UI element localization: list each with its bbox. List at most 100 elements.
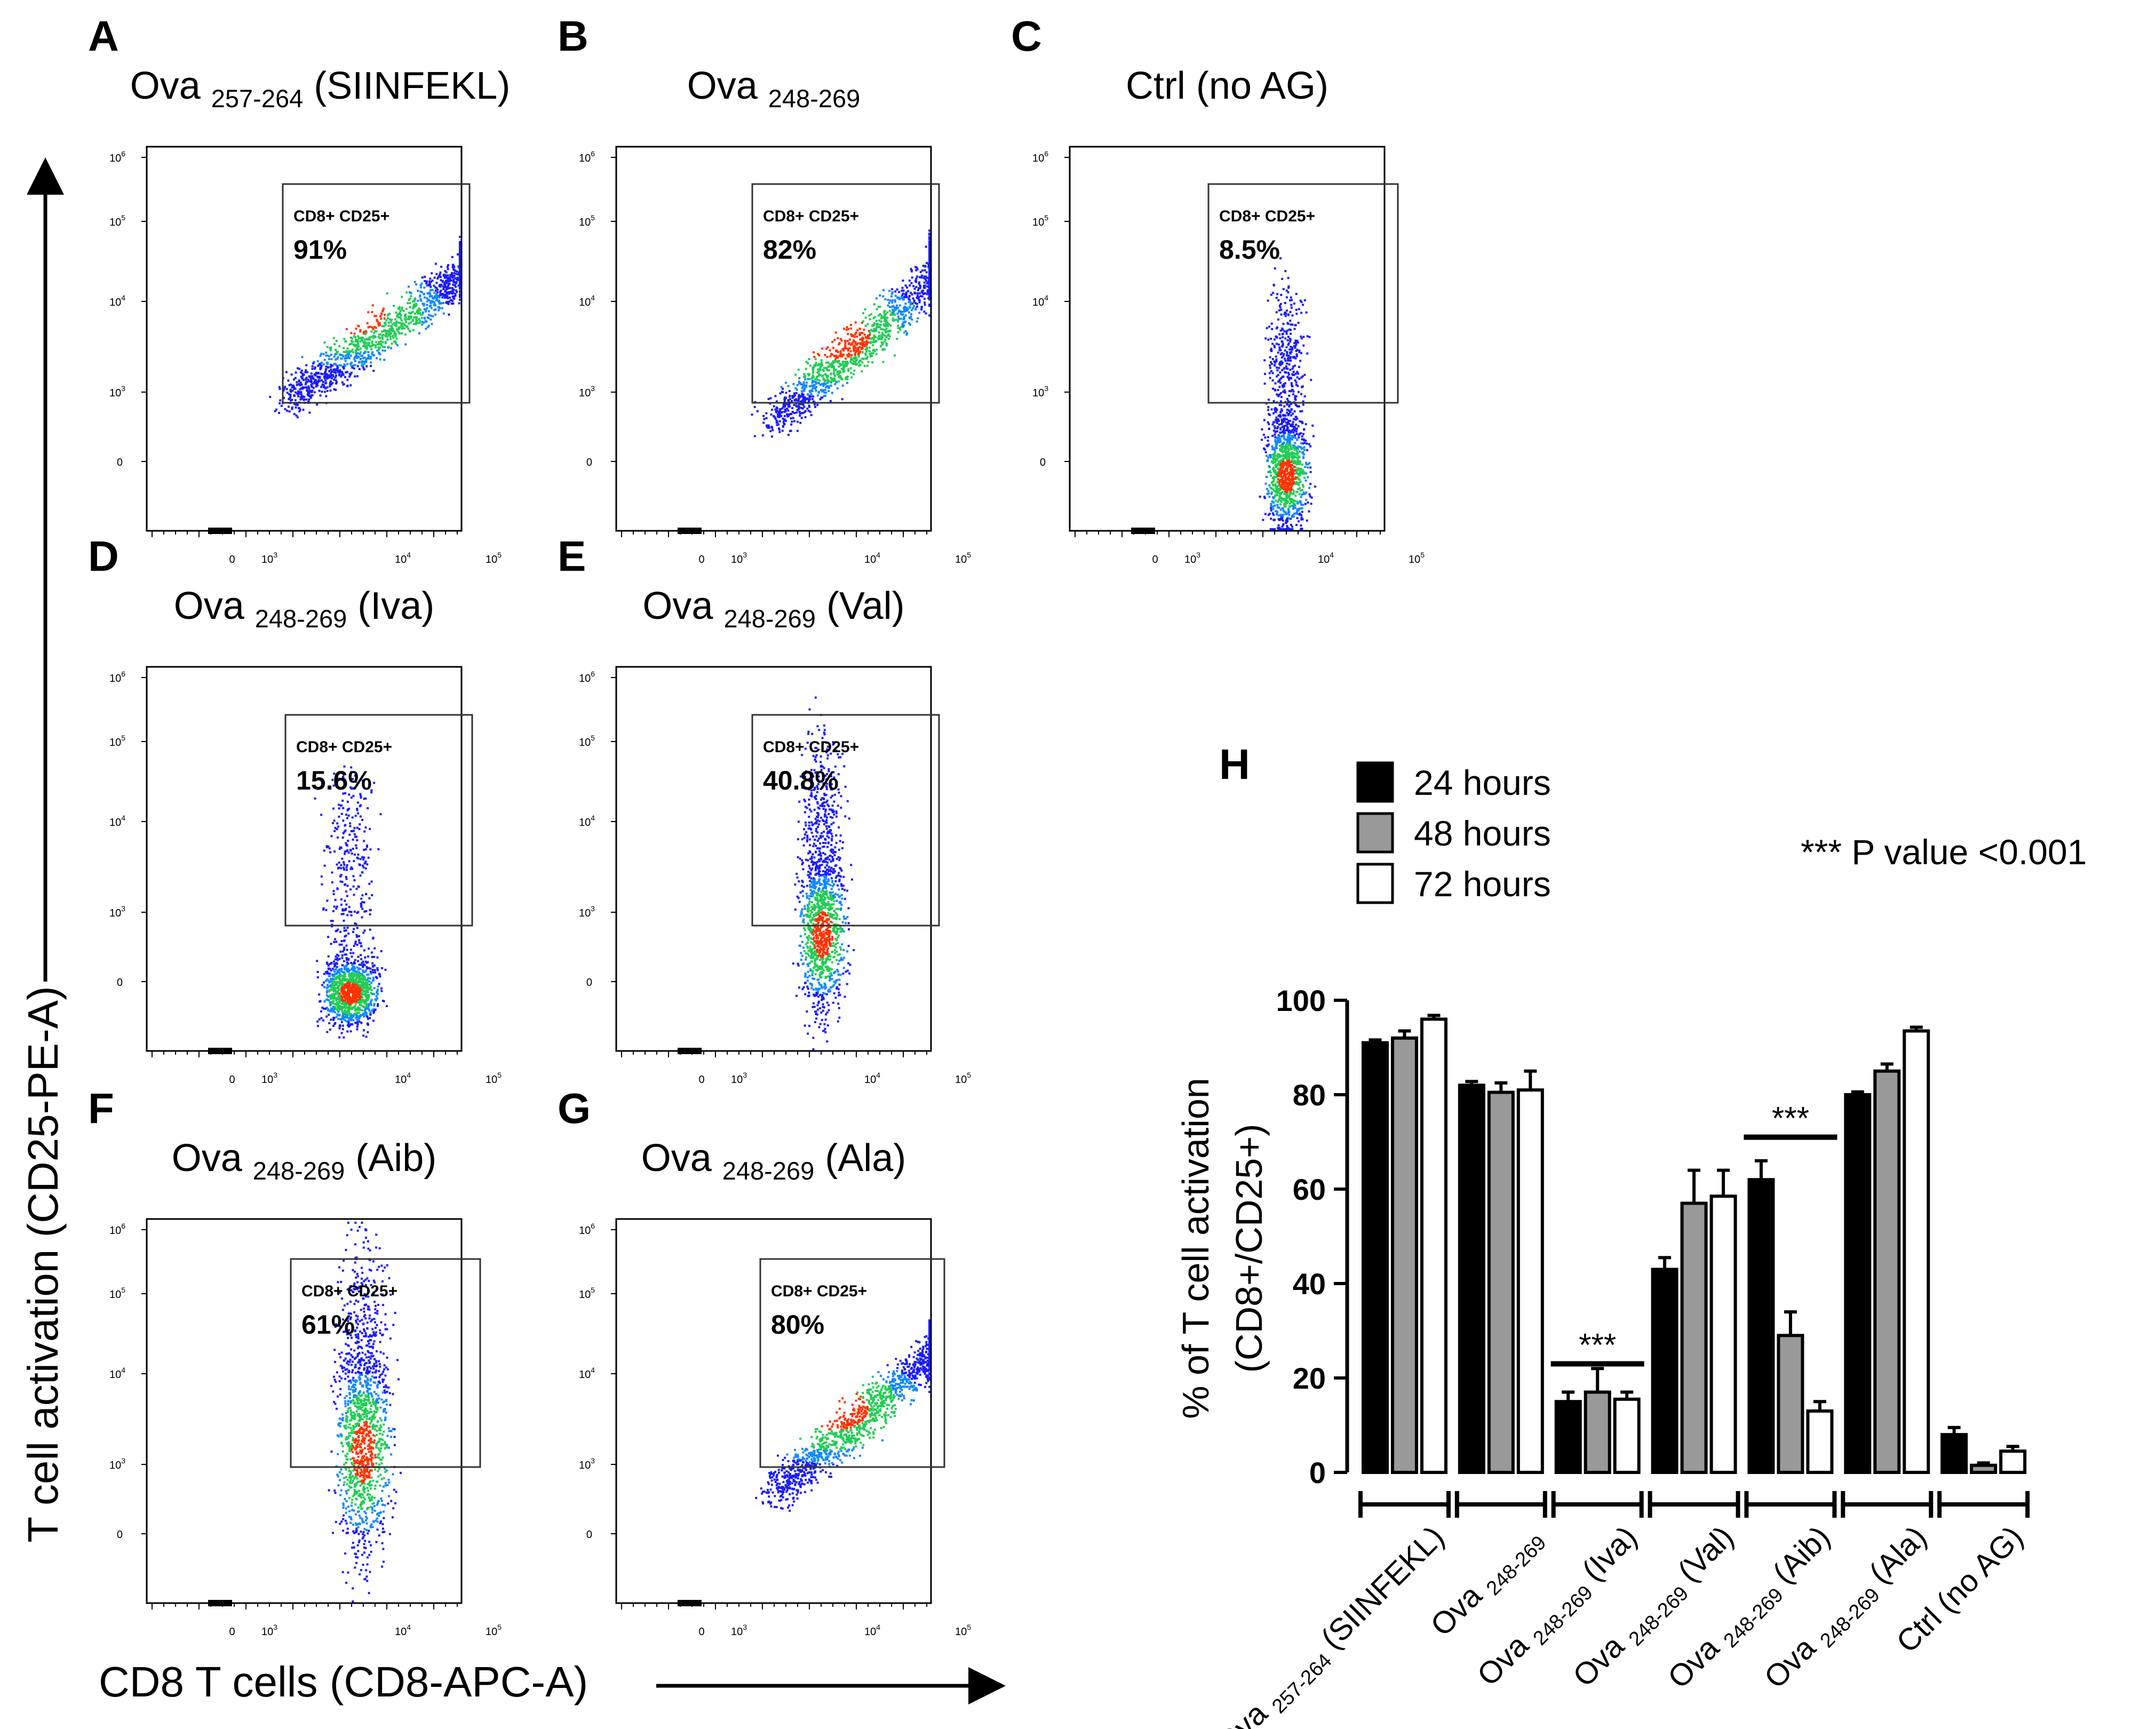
scatter-point [380, 342, 382, 345]
scatter-point [1277, 514, 1280, 517]
scatter-point [448, 313, 450, 316]
scatter-point [346, 927, 349, 929]
scatter-point [393, 333, 396, 336]
scatter-point [388, 313, 391, 315]
scatter-point [400, 322, 402, 324]
scatter-point [434, 313, 436, 316]
scatter-point [1282, 498, 1285, 500]
scatter-point [1297, 372, 1300, 375]
scatter-point [1284, 448, 1286, 450]
scatter-point [1279, 500, 1282, 503]
scatter-point [904, 306, 906, 308]
scatter-point [1282, 507, 1284, 509]
scatter-point [324, 382, 327, 385]
panel-title: Ova 257-264 (SIINFEKL) [130, 65, 511, 113]
scatter-point [1277, 528, 1280, 530]
scatter-point [819, 368, 822, 370]
scatter-point [1306, 442, 1308, 445]
scatter-point [351, 361, 353, 364]
scatter-point [341, 1028, 344, 1031]
scatter-point [905, 286, 908, 289]
scatter-point [300, 376, 303, 378]
scatter-point [301, 372, 304, 375]
scatter-point [812, 374, 814, 377]
scatter-point [1303, 476, 1306, 479]
scatter-point [1274, 427, 1276, 429]
scatter-point [846, 376, 849, 378]
scatter-point [882, 361, 885, 363]
scatter-point [400, 319, 403, 322]
scatter-point [1276, 494, 1279, 497]
scatter-point [1275, 358, 1278, 361]
scatter-point [1264, 513, 1267, 515]
scatter-point [332, 890, 335, 893]
scatter-point [891, 301, 894, 304]
scatter-point [1281, 345, 1284, 347]
scatter-point [345, 1020, 348, 1023]
scatter-point [828, 365, 830, 368]
scatter-point [452, 268, 455, 270]
scatter-point [387, 345, 390, 348]
scatter-point [390, 332, 393, 334]
scatter-point [375, 315, 377, 317]
scatter-point [447, 284, 450, 286]
scatter-point [404, 333, 407, 336]
scatter-point [344, 360, 347, 362]
scatter-point [379, 340, 382, 342]
scatter-point [389, 338, 392, 340]
scatter-point [303, 373, 305, 376]
scatter-point [350, 962, 353, 964]
scatter-point [325, 365, 328, 368]
scatter-point [1287, 439, 1290, 442]
scatter-point [329, 978, 332, 981]
scatter-point [1294, 395, 1296, 397]
scatter-point [905, 293, 908, 296]
scatter-point [871, 361, 874, 364]
scatter-point [769, 397, 772, 400]
scatter-point [928, 236, 930, 238]
scatter-point [1287, 344, 1290, 346]
scatter-point [1287, 438, 1290, 441]
scatter-point [787, 405, 790, 408]
scatter-point [386, 314, 389, 317]
scatter-point [343, 1013, 346, 1015]
scatter-point [449, 292, 452, 294]
scatter-point [347, 1019, 350, 1022]
scatter-point [920, 306, 923, 308]
scatter-point [326, 386, 329, 389]
scatter-point [1272, 508, 1275, 510]
scatter-point [1287, 436, 1290, 439]
scatter-point [1296, 385, 1299, 387]
scatter-point [873, 348, 876, 351]
scatter-point [919, 284, 921, 287]
scatter-point [365, 347, 368, 350]
scatter-point [786, 415, 789, 417]
scatter-point [1301, 375, 1304, 378]
scatter-point [871, 352, 873, 355]
scatter-point [798, 395, 800, 397]
scatter-point [925, 275, 927, 278]
scatter-point [403, 324, 406, 326]
scatter-point [335, 340, 338, 342]
scatter-point [853, 369, 856, 372]
scatter-point [333, 850, 336, 853]
scatter-point [1287, 444, 1290, 447]
scatter-point [815, 381, 817, 384]
scatter-point [928, 293, 930, 296]
scatter-point [307, 387, 310, 389]
scatter-point [332, 910, 335, 912]
scatter-point [854, 342, 857, 345]
scatter-point [392, 337, 395, 339]
scatter-point [794, 373, 797, 376]
scatter-point [357, 325, 360, 328]
scatter-point [367, 357, 370, 360]
scatter-point [792, 417, 794, 419]
scatter-point [881, 316, 884, 319]
scatter-point [459, 283, 461, 285]
scatter-point [341, 354, 344, 356]
scatter-point [1290, 346, 1292, 348]
scatter-point [915, 269, 918, 272]
scatter-point [311, 385, 313, 388]
scatter-point [1288, 455, 1291, 458]
scatter-point [343, 985, 345, 988]
